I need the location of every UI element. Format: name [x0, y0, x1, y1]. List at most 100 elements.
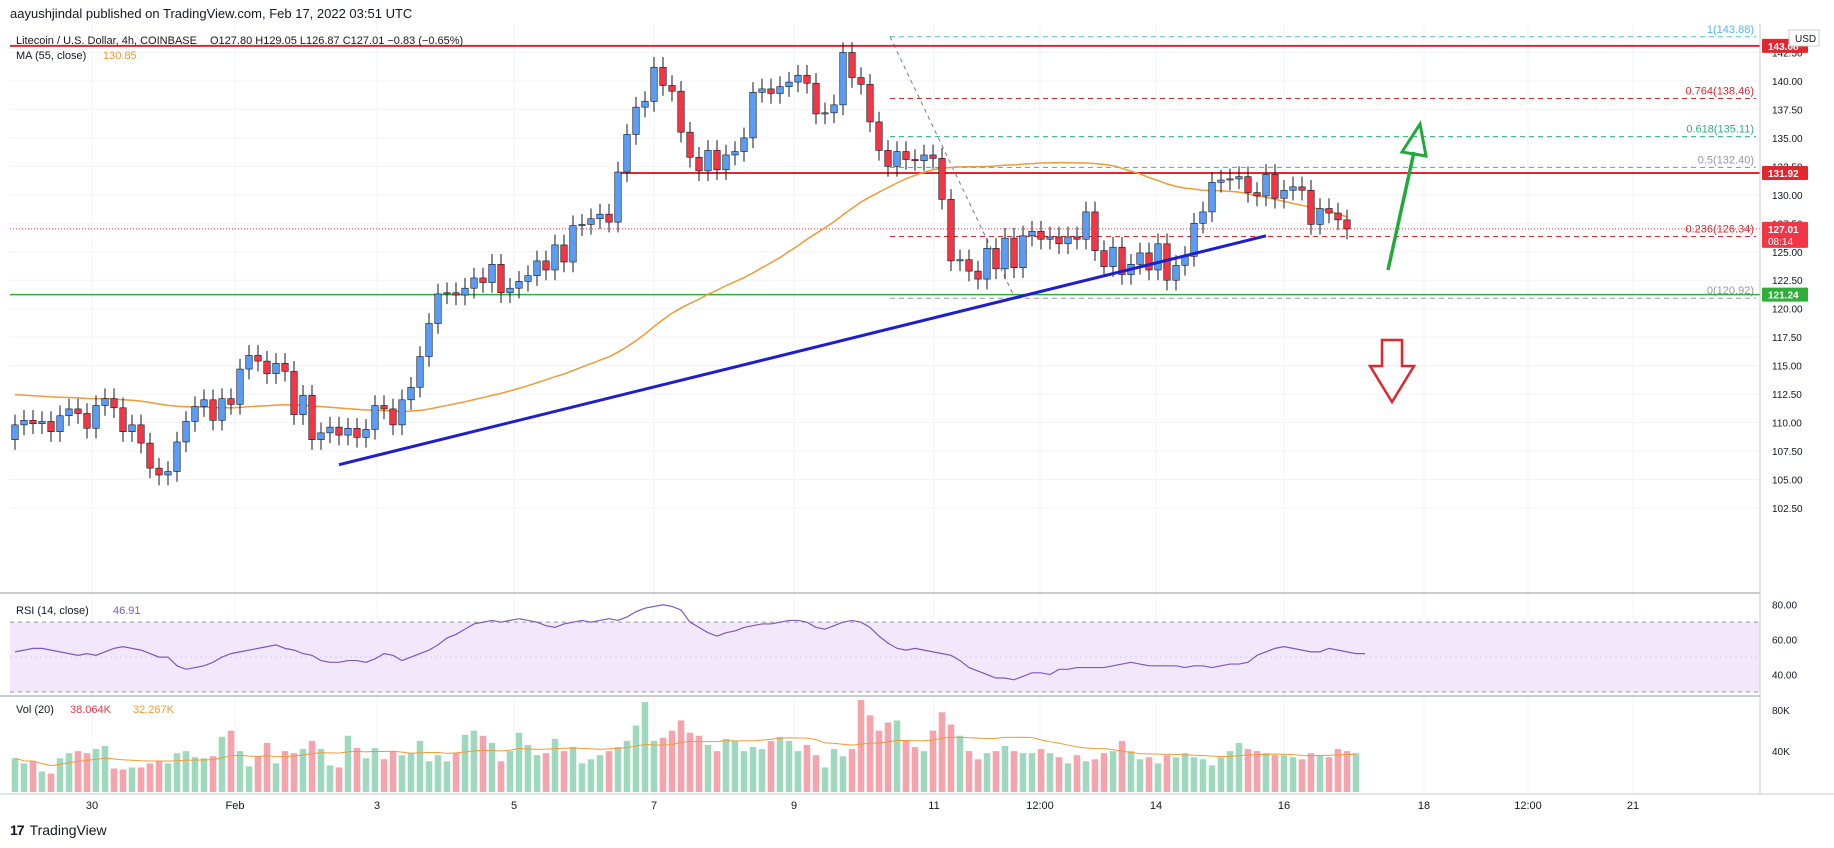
volume-bar [254, 756, 262, 792]
candle-down [1298, 186, 1306, 191]
candle-up [704, 150, 712, 172]
volume-bar [29, 761, 37, 792]
volume-bar [614, 747, 622, 792]
candle-up [758, 88, 766, 93]
candle-up [641, 101, 649, 108]
volume-bar [497, 761, 505, 792]
candle-down [1307, 189, 1315, 225]
price-tick-label: 105.00 [1772, 476, 1803, 487]
volume-bar [1145, 757, 1153, 792]
candle-down [677, 90, 685, 133]
candle-down [884, 150, 892, 167]
candle-up [1316, 208, 1324, 225]
volume-bar [1334, 749, 1342, 792]
volume-bar [830, 749, 838, 792]
candle-up [731, 151, 739, 156]
candle-up [776, 86, 784, 94]
volume-bar [1028, 753, 1036, 792]
currency-label: USD [1795, 34, 1816, 45]
candle-down [767, 88, 775, 94]
volume-bar [65, 753, 73, 792]
volume-bar [668, 730, 676, 792]
candle-down [497, 263, 505, 294]
volume-bar [695, 735, 703, 792]
volume-bar [1109, 751, 1117, 792]
candle-down [1271, 174, 1279, 199]
trendline-layer [338, 234, 1267, 467]
candle-up [839, 52, 847, 106]
candle-down [992, 248, 1000, 270]
candle-up [578, 224, 586, 226]
volume-bar [1208, 765, 1216, 792]
candle-up [461, 287, 469, 296]
candle-down [713, 150, 721, 171]
volume-bar [1181, 753, 1189, 792]
volume-bar [362, 758, 370, 792]
time-tick-label: 9 [791, 800, 797, 812]
volume-bar [326, 765, 334, 792]
volume-bar [272, 763, 280, 792]
price-tick-label: 117.50 [1772, 333, 1802, 344]
volume-bar [776, 736, 784, 792]
volume-bar [506, 751, 514, 792]
price-tick-label: 107.50 [1772, 447, 1803, 458]
candle-down [389, 408, 397, 426]
candle-up [245, 355, 253, 370]
volume-pane [11, 700, 1360, 792]
candle-down [110, 398, 118, 409]
rsi-line [14, 604, 1365, 681]
candle-up [587, 218, 595, 225]
price-tick-label: 110.00 [1772, 419, 1802, 430]
candle-down [290, 371, 298, 415]
volume-bar [911, 747, 919, 792]
candle-up [470, 277, 478, 289]
volume-bar [1289, 757, 1297, 792]
volume-bar [578, 763, 586, 792]
candle-down [47, 421, 55, 432]
chart[interactable]: 1(143.88) 0.764(138.46) 0.618(135.11) 0.5(1… [0, 24, 1834, 818]
candle-down [1343, 219, 1351, 230]
candle-up [164, 471, 172, 476]
candle-up [434, 293, 442, 324]
volume-bar [920, 751, 928, 792]
volume-bar [1082, 761, 1090, 792]
candle-down [335, 426, 343, 436]
time-tick-label: 11 [928, 800, 939, 812]
volume-bar [128, 767, 136, 792]
candle-up [425, 323, 433, 357]
candle-up [1028, 230, 1036, 237]
volume-bar [1226, 751, 1234, 792]
volume-bar [974, 759, 982, 792]
volume-bar [596, 755, 604, 792]
currency-badge[interactable] [1788, 29, 1820, 47]
volume-bar [119, 769, 127, 792]
candle-up [173, 441, 181, 472]
candle-up [1046, 236, 1054, 240]
rsi-legend-value: 46.91 [113, 605, 141, 617]
candle-up [830, 104, 838, 114]
candle-up [272, 363, 280, 374]
price-tick-label: 135.00 [1772, 134, 1803, 145]
candle-down [938, 158, 946, 200]
candle-up [488, 263, 496, 283]
volume-bar [1127, 751, 1135, 792]
candle-up [1154, 243, 1162, 271]
legend-ma-value: 130.85 [103, 50, 137, 62]
candle-down [974, 270, 982, 280]
candle-up [1001, 237, 1009, 270]
time-tick-label: 3 [374, 800, 380, 812]
candle-up [326, 426, 334, 434]
volume-bar [1091, 759, 1099, 792]
volume-bar [965, 751, 973, 792]
volume-bar [848, 749, 856, 792]
candle-up [1190, 222, 1198, 257]
volume-bar [857, 700, 865, 792]
volume-bar [74, 751, 82, 792]
candle-down [1118, 246, 1126, 275]
candle-down [1253, 192, 1261, 197]
rsi-pane [10, 604, 1760, 693]
candle-up [56, 415, 64, 432]
rsi-legend-label: RSI (14, close) [16, 605, 89, 617]
volume-bar [92, 749, 100, 792]
volume-tick-label: 40K [1772, 747, 1790, 758]
